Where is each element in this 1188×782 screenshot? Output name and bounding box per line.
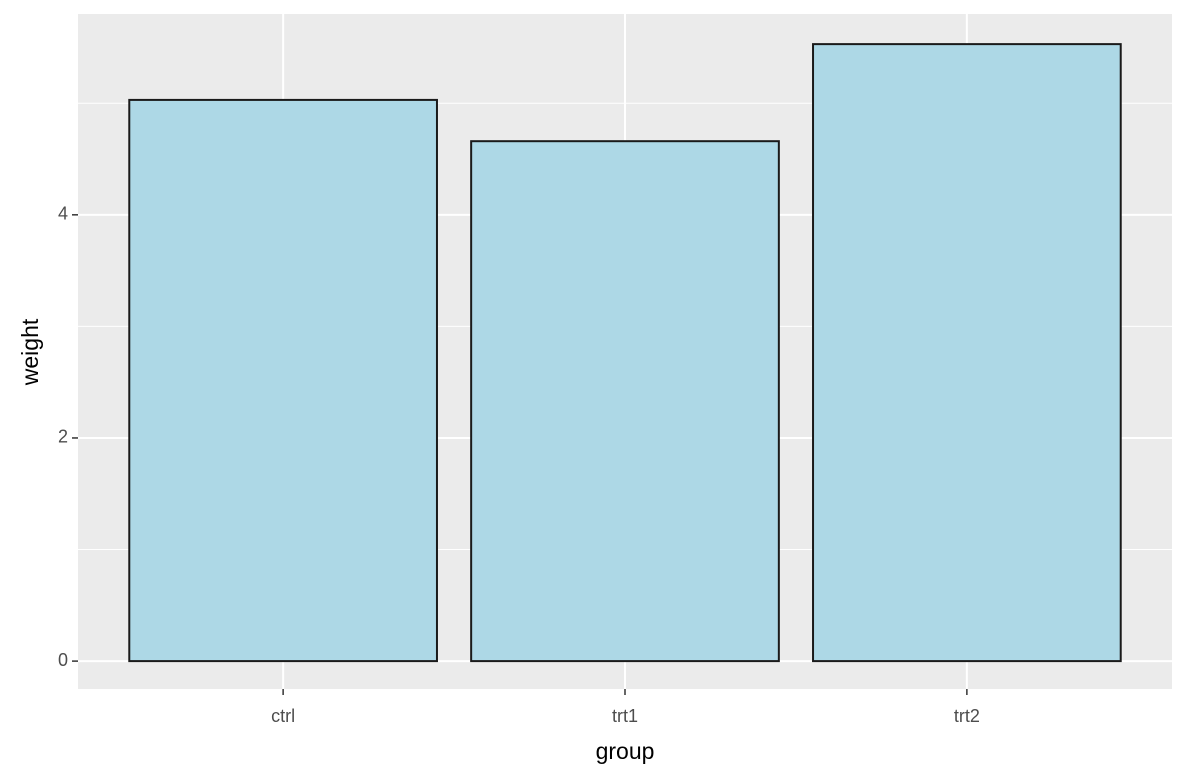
x-axis-title: group [596, 738, 655, 764]
y-tick-label: 0 [58, 650, 68, 670]
y-axis-title: weight [17, 318, 43, 386]
bar [812, 43, 1122, 663]
bar [470, 140, 780, 663]
x-tick-label: trt1 [612, 706, 638, 726]
x-tick-label: ctrl [271, 706, 295, 726]
y-tick-label: 2 [58, 427, 68, 447]
x-tick-label: trt2 [954, 706, 980, 726]
y-tick-label: 4 [58, 204, 68, 224]
bar [128, 98, 438, 663]
